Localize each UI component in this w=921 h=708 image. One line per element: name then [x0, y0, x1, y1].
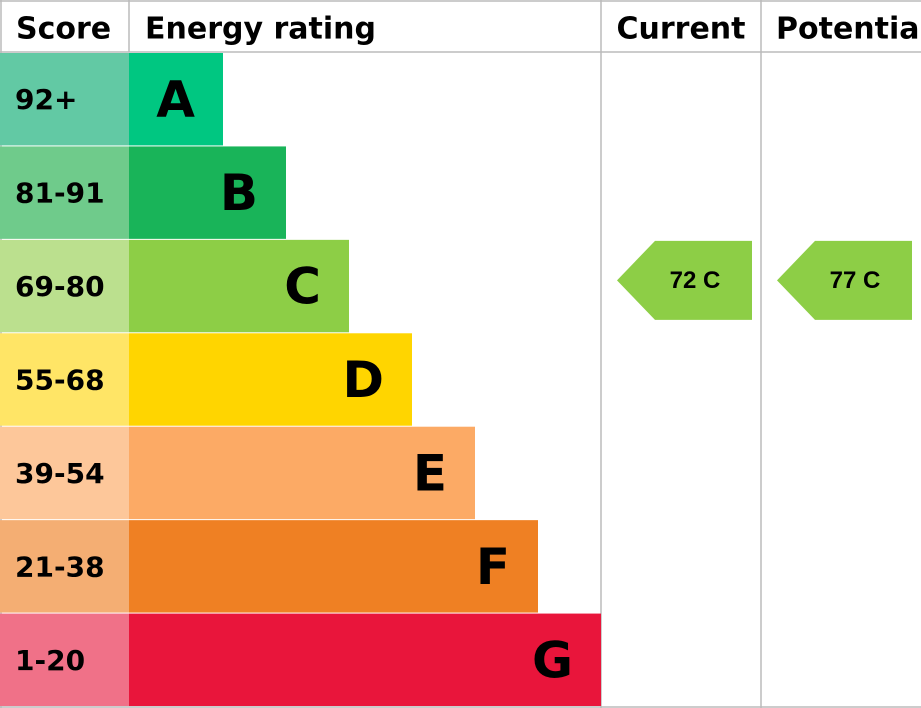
score-cell: [0, 53, 129, 146]
score-range: 92+: [15, 83, 77, 116]
score-cell: [0, 239, 129, 333]
rating-arrow: [617, 240, 752, 320]
score-cell: [0, 426, 129, 520]
score-cell: [0, 333, 129, 426]
score-cell: [0, 613, 129, 706]
score-cell: [0, 520, 129, 613]
rating-letter: G: [532, 631, 573, 689]
rating-bar: [129, 53, 223, 146]
current-header: Current: [616, 12, 745, 47]
score-range: 1-20: [15, 644, 85, 677]
rating-letter: A: [156, 71, 195, 129]
score-range: 39-54: [15, 457, 105, 490]
rating-bar: [129, 520, 538, 613]
rating-header: Energy rating: [145, 12, 376, 47]
rating-bar: [129, 426, 475, 520]
potential-header: Potential: [776, 12, 921, 47]
rating-arrow: [777, 240, 912, 320]
score-range: 21-38: [15, 550, 105, 583]
rating-letter: C: [284, 258, 321, 316]
rating-arrow-label: 72 C: [670, 267, 721, 294]
rating-bar: [129, 146, 286, 239]
score-header: Score: [16, 12, 111, 47]
rating-letter: D: [342, 351, 384, 409]
rating-bar: [129, 333, 412, 426]
rating-letter: B: [220, 164, 258, 222]
score-cell: [0, 146, 129, 239]
rating-bar: [129, 239, 349, 333]
score-range: 55-68: [15, 364, 105, 397]
rating-bar: [129, 613, 601, 706]
rating-letter: E: [413, 444, 447, 502]
score-range: 81-91: [15, 177, 105, 210]
score-range: 69-80: [15, 270, 105, 303]
rating-letter: F: [476, 538, 510, 596]
rating-arrow-label: 77 C: [830, 267, 881, 294]
